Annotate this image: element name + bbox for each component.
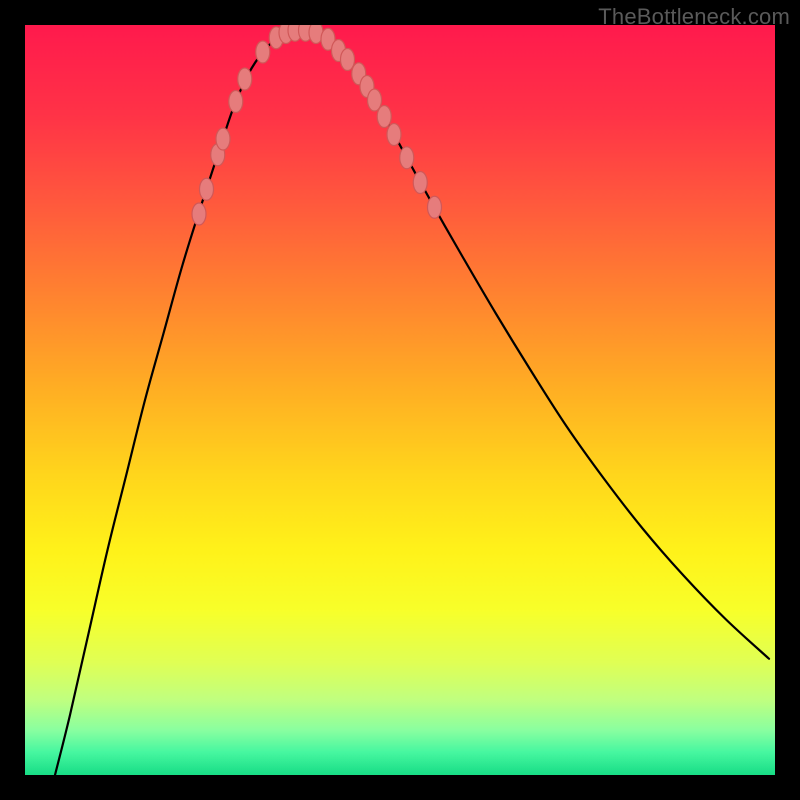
data-marker bbox=[413, 172, 427, 194]
bottleneck-curve bbox=[55, 30, 769, 775]
data-marker bbox=[256, 41, 270, 63]
watermark-text: TheBottleneck.com bbox=[598, 4, 790, 30]
curve-layer bbox=[25, 25, 775, 775]
data-marker bbox=[192, 203, 206, 225]
data-marker bbox=[216, 128, 230, 150]
chart-frame: TheBottleneck.com bbox=[0, 0, 800, 800]
data-marker bbox=[400, 147, 414, 169]
data-marker bbox=[341, 49, 355, 71]
plot-area bbox=[25, 25, 775, 775]
data-marker bbox=[428, 196, 442, 218]
data-marker bbox=[200, 178, 214, 200]
data-marker bbox=[377, 106, 391, 128]
data-marker bbox=[238, 68, 252, 90]
data-marker bbox=[387, 124, 401, 146]
marker-group bbox=[192, 25, 442, 225]
data-marker bbox=[229, 91, 243, 113]
